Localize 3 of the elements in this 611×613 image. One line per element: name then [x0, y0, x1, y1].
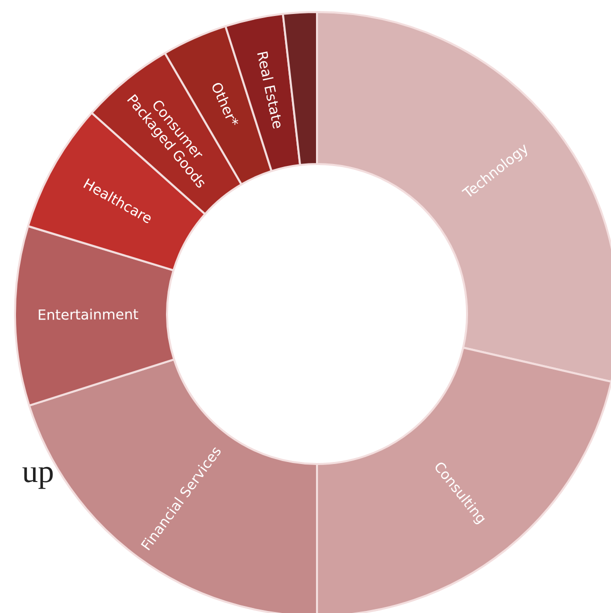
slice-label: Entertainment: [37, 307, 140, 324]
slice-label: Real Estate: [253, 50, 286, 130]
text: up: [22, 453, 54, 489]
